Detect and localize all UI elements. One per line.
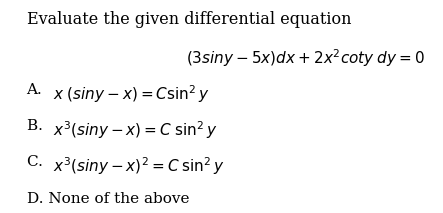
Text: D. None of the above: D. None of the above <box>27 192 189 206</box>
Text: B.: B. <box>27 119 47 133</box>
Text: $x^3(siny - x) = C\;\sin^2y$: $x^3(siny - x) = C\;\sin^2y$ <box>53 119 218 141</box>
Text: C.: C. <box>27 155 47 170</box>
Text: Evaluate the given differential equation: Evaluate the given differential equation <box>27 11 351 28</box>
Text: A.: A. <box>27 83 47 97</box>
Text: $(3siny - 5x)dx + 2x^2coty\;dy = 0$: $(3siny - 5x)dx + 2x^2coty\;dy = 0$ <box>186 47 425 69</box>
Text: $x\;(siny - x) = C\sin^2y$: $x\;(siny - x) = C\sin^2y$ <box>53 83 210 105</box>
Text: $x^3(siny - x)^2 = C\;\sin^2y$: $x^3(siny - x)^2 = C\;\sin^2y$ <box>53 155 225 177</box>
